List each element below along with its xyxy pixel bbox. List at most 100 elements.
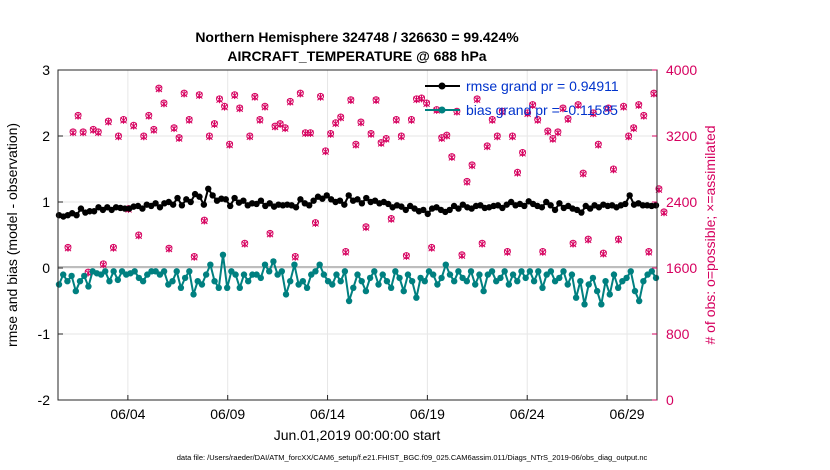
- bias-point: [350, 284, 357, 291]
- obs-assimilated-point: [342, 248, 350, 256]
- obs-assimilated-point: [211, 120, 218, 128]
- rmse-point: [336, 197, 344, 204]
- obs-assimilated-point: [94, 129, 102, 137]
- obs-assimilated-point: [79, 129, 87, 137]
- bias-point: [198, 281, 206, 288]
- obs-assimilated-point: [231, 92, 239, 100]
- obs-assimilated-point: [337, 114, 345, 122]
- bias-point: [421, 278, 428, 285]
- obs-assimilated-point: [549, 135, 557, 143]
- obs-assimilated-point: [206, 133, 213, 141]
- bias-point: [114, 276, 122, 284]
- bias-point: [160, 268, 168, 275]
- bias-point: [139, 278, 147, 285]
- obs-assimilated-point: [499, 108, 506, 116]
- obs-assimilated-point: [418, 95, 425, 103]
- obs-assimilated-point: [574, 101, 582, 109]
- rmse-point: [90, 208, 98, 215]
- bias-point: [287, 278, 294, 285]
- obs-assimilated-point: [645, 248, 653, 256]
- obs-assimilated-point: [322, 148, 329, 156]
- legend-bias-marker: [438, 106, 446, 114]
- obs-assimilated-point: [463, 178, 471, 186]
- rmse-point: [363, 194, 370, 202]
- obs-assimilated-point: [180, 90, 188, 98]
- bias-point: [635, 297, 643, 305]
- rmse-point: [319, 195, 326, 202]
- bias-point: [434, 281, 441, 288]
- obs-assimilated-point: [600, 250, 607, 258]
- obs-assimilated-point: [372, 97, 380, 105]
- bias-point: [530, 278, 538, 285]
- rmse-point: [424, 210, 431, 218]
- obs-assimilated-point: [488, 116, 496, 124]
- bias-point: [316, 261, 323, 268]
- rmse-point: [139, 205, 146, 212]
- obs-assimilated-point: [110, 244, 117, 252]
- y-tick-label-left: -2: [38, 392, 51, 408]
- bias-point: [207, 261, 214, 268]
- bias-point: [606, 291, 613, 298]
- bias-point: [408, 278, 416, 285]
- rmse-point: [196, 193, 203, 200]
- bias-point: [362, 287, 370, 295]
- x-tick-label: 06/19: [410, 406, 445, 422]
- y-tick-label-right: 3200: [666, 128, 697, 144]
- bias-point: [303, 284, 311, 291]
- obs-assimilated-point: [236, 105, 244, 113]
- legend-rmse-label: rmse grand pr = 0.94911: [466, 78, 619, 94]
- rmse-point: [521, 202, 528, 210]
- bias-point: [266, 268, 273, 275]
- bias-point: [110, 268, 117, 275]
- obs-assimilated-point: [544, 128, 552, 136]
- bias-point: [467, 268, 475, 275]
- bias-point: [438, 274, 445, 282]
- bias-point: [547, 268, 555, 275]
- obs-assimilated-point: [185, 116, 193, 124]
- bias-point: [610, 271, 618, 278]
- bias-line: [58, 254, 657, 305]
- rmse-point: [586, 205, 594, 212]
- obs-assimilated-point: [352, 141, 360, 149]
- rmse-point: [323, 192, 330, 199]
- obs-assimilated-point: [605, 105, 612, 113]
- rmse-point: [73, 212, 80, 219]
- obs-assimilated-point: [408, 116, 415, 124]
- rmse-point: [226, 202, 234, 210]
- bias-point: [312, 268, 319, 275]
- rmse-point: [231, 194, 238, 202]
- obs-assimilated-point: [625, 133, 632, 141]
- rmse-point: [354, 196, 361, 203]
- bias-point: [282, 291, 290, 298]
- bias-point: [211, 278, 218, 285]
- grid: [58, 69, 657, 401]
- bias-point: [223, 284, 231, 291]
- rmse-point: [358, 200, 366, 207]
- obs-assimilated-point: [347, 97, 355, 105]
- bias-point: [463, 278, 471, 285]
- obs-assimilated-point: [135, 232, 143, 240]
- bias-point: [476, 271, 483, 278]
- obs-assimilated-point: [473, 96, 481, 104]
- obs-assimilated-point: [534, 116, 542, 124]
- obs-assimilated-point: [281, 125, 289, 133]
- bias-point: [106, 278, 113, 285]
- bias-point: [480, 287, 487, 295]
- bias-point: [215, 284, 222, 291]
- bias-point: [181, 274, 189, 282]
- bias-point: [55, 281, 63, 288]
- obs-assimilated-point: [251, 93, 259, 101]
- obs-assimilated-point: [569, 240, 577, 248]
- obs-assimilated-point: [276, 120, 284, 128]
- obs-assimilated-point: [579, 170, 587, 178]
- bias-point: [81, 272, 88, 280]
- bias-point: [455, 268, 462, 275]
- rmse-point: [292, 204, 300, 211]
- rmse-point: [385, 200, 392, 208]
- rmse-point: [205, 185, 212, 192]
- rmse-point: [174, 194, 181, 202]
- bias-point: [173, 268, 180, 275]
- obs-assimilated-point: [226, 141, 233, 149]
- obs-assimilated-point: [150, 126, 158, 134]
